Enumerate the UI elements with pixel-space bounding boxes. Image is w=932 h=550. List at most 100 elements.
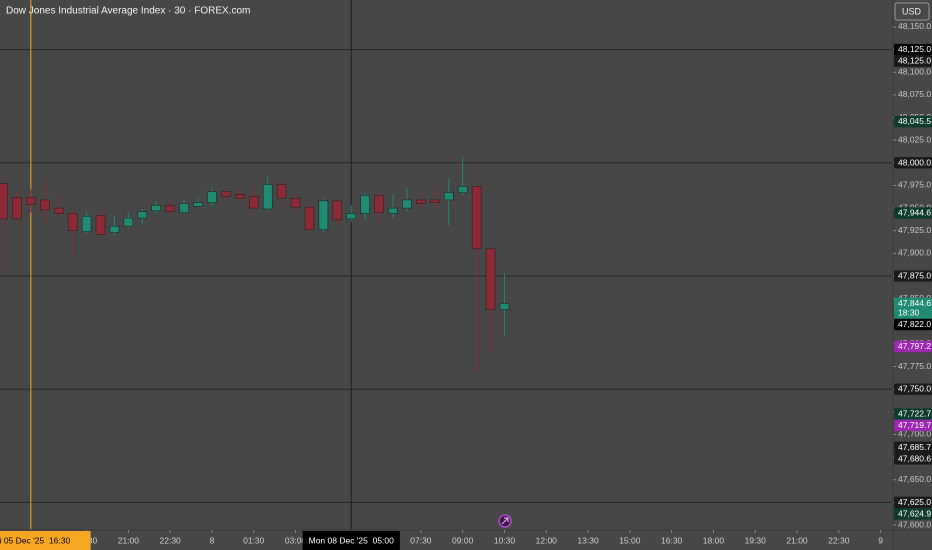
candle-body bbox=[151, 205, 161, 212]
y-tick-label: 48,100.0 bbox=[898, 67, 931, 77]
y-tick-label: 47,975.0 bbox=[898, 180, 931, 190]
price-badge-label: 48,125.0 bbox=[898, 56, 931, 66]
y-tick-label: 48,025.0 bbox=[898, 134, 931, 144]
price-badge-label: 48,000.0 bbox=[898, 157, 931, 167]
price-badge: 47,625.0 bbox=[894, 496, 932, 509]
candle-body bbox=[235, 194, 245, 199]
chart-title: Dow Jones Industrial Average Index · 30 … bbox=[6, 6, 250, 17]
x-tick-label: 18:00 bbox=[703, 535, 725, 545]
x-tick-label: 03:00 bbox=[285, 535, 307, 545]
candle-body bbox=[179, 203, 189, 213]
price-badge-bg bbox=[894, 55, 932, 67]
price-badge-label: 48,045.5 bbox=[898, 116, 931, 126]
price-badge-label: 47,797.2 bbox=[898, 341, 931, 351]
candle-body bbox=[444, 192, 454, 201]
price-badge-bg bbox=[894, 157, 932, 169]
price-badge: 47,680.6 bbox=[894, 453, 932, 465]
candle-body bbox=[318, 200, 329, 231]
price-badge-label: 47,625.0 bbox=[898, 497, 931, 507]
y-tick-label: 48,150.0 bbox=[898, 21, 931, 31]
y-tick-label: 48,075.0 bbox=[898, 89, 931, 99]
price-badge-bg bbox=[894, 496, 932, 509]
price-badge-label: 47,750.0 bbox=[898, 384, 931, 394]
x-tick-label: 07:30 bbox=[410, 535, 432, 545]
candle-body bbox=[430, 199, 440, 203]
price-badge-label: 47,875.0 bbox=[898, 271, 931, 281]
price-badge-label: 47,822.0 bbox=[898, 319, 931, 329]
price-badge: 47,719.7 bbox=[894, 419, 932, 432]
candle-body bbox=[67, 213, 78, 231]
price-badge-bg bbox=[894, 43, 932, 56]
candle-body bbox=[485, 248, 496, 310]
x-tick-label: 12:00 bbox=[536, 535, 558, 545]
price-badge-bg bbox=[894, 441, 932, 454]
x-tick-label: 13:30 bbox=[577, 535, 599, 545]
candle-body bbox=[0, 183, 8, 220]
price-badge: 48,125.0 bbox=[894, 55, 932, 67]
candle-body bbox=[416, 199, 426, 204]
x-tick-label: 22:30 bbox=[828, 535, 850, 545]
price-badge-bg bbox=[894, 270, 932, 282]
price-badge: 47,685.7 bbox=[894, 441, 932, 454]
price-badge: 47,875.0 bbox=[894, 270, 932, 282]
y-tick-label: 47,925.0 bbox=[898, 225, 931, 235]
candle-body bbox=[123, 217, 134, 227]
candle-body bbox=[207, 191, 217, 203]
price-badge-label: 47,944.6 bbox=[898, 207, 931, 217]
candle-body bbox=[12, 196, 22, 220]
price-badge-bg bbox=[894, 508, 932, 520]
x-tick-label: 8 bbox=[210, 535, 215, 545]
price-badge-label: 47,680.6 bbox=[898, 453, 931, 463]
price-badge-label: 48,125.0 bbox=[898, 44, 931, 54]
candle-body bbox=[388, 207, 398, 214]
y-tick-label: 47,650.0 bbox=[898, 474, 931, 484]
candle-body bbox=[95, 215, 106, 235]
currency-box[interactable] bbox=[894, 2, 930, 21]
candle-body bbox=[290, 197, 301, 208]
time-badge-label: Mon 08 Dec '25 05:00 bbox=[309, 535, 395, 545]
y-tick-label: 47,600.0 bbox=[898, 519, 931, 529]
candle-body bbox=[402, 199, 412, 209]
candle-body bbox=[26, 196, 36, 205]
y-tick-label: 47,900.0 bbox=[898, 248, 931, 258]
candle-body bbox=[471, 186, 482, 250]
price-badge: 47,722.7 bbox=[894, 408, 932, 420]
candle-body bbox=[109, 225, 120, 233]
candle-body bbox=[360, 195, 370, 214]
x-tick-label: 21:00 bbox=[118, 535, 140, 545]
candle-body bbox=[346, 213, 357, 220]
candle-body bbox=[221, 191, 231, 197]
price-badge-label: 47,685.7 bbox=[898, 442, 931, 452]
price-badge-label: 47,844.6 bbox=[898, 298, 931, 308]
price-badge-label: 47,719.7 bbox=[898, 420, 931, 430]
price-badge-bg bbox=[894, 453, 932, 465]
price-badge: 48,045.5 bbox=[894, 115, 932, 128]
price-badge: 47,944.6 bbox=[894, 207, 932, 219]
currency-label[interactable]: USD bbox=[902, 6, 922, 16]
x-tick-label: 01:30 bbox=[243, 535, 265, 545]
time-badge-bg bbox=[302, 531, 400, 550]
price-badge: 47,822.0 bbox=[894, 318, 932, 331]
price-badge-bg bbox=[894, 297, 932, 319]
x-tick-label: 21:00 bbox=[786, 535, 808, 545]
candle-body bbox=[457, 186, 468, 193]
price-badge-bg bbox=[894, 207, 932, 219]
candle-body bbox=[193, 202, 203, 207]
candle-body bbox=[276, 184, 287, 199]
candle-body bbox=[137, 211, 148, 219]
x-tick-label: 10:30 bbox=[494, 535, 516, 545]
price-badge-sublabel: 18:30 bbox=[898, 308, 920, 318]
x-tick-label: 16:30 bbox=[661, 535, 683, 545]
event-icon bbox=[501, 517, 509, 525]
price-badge: 47,844.618:30 bbox=[894, 297, 932, 319]
candle-body bbox=[40, 199, 50, 211]
time-badge-bg bbox=[0, 531, 91, 550]
price-badge: 47,750.0 bbox=[894, 383, 932, 395]
price-badge-bg bbox=[894, 340, 932, 353]
x-tick-label: 9 bbox=[878, 535, 883, 545]
price-badge: 48,125.0 bbox=[894, 43, 932, 56]
price-badge-bg bbox=[894, 408, 932, 420]
